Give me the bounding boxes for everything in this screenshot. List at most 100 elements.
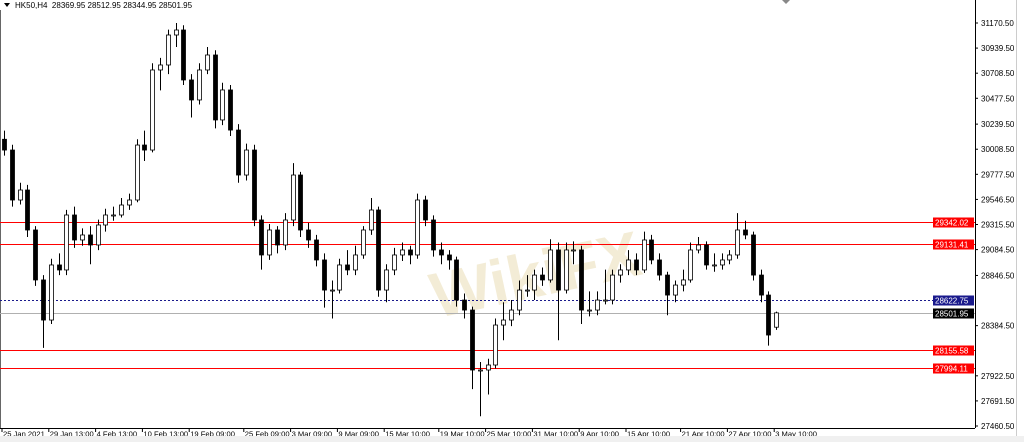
bull-candle-body bbox=[205, 54, 210, 71]
price-level-label: 29342.02 bbox=[935, 219, 969, 228]
y-tick-label: 27922.50 bbox=[981, 372, 1015, 381]
price-level-label: 28155.58 bbox=[935, 347, 969, 356]
bear-candle-body bbox=[41, 279, 46, 321]
x-tick-label: 25 Mar 10:00 bbox=[487, 430, 532, 439]
x-tick-label: 21 Apr 10:00 bbox=[682, 430, 725, 439]
bear-candle-body bbox=[766, 294, 771, 336]
x-tick-label: 15 Mar 10:00 bbox=[385, 430, 430, 439]
bull-candle-body bbox=[369, 209, 374, 231]
bear-candle-body bbox=[306, 229, 311, 241]
y-tick-label: 30708.50 bbox=[981, 69, 1015, 78]
bear-candle-body bbox=[322, 259, 327, 291]
price-level-label: 29131.41 bbox=[935, 241, 969, 250]
bull-candle-body bbox=[166, 34, 171, 66]
bear-candle-body bbox=[423, 199, 428, 221]
bull-candle-body bbox=[135, 144, 140, 201]
bull-candle-body bbox=[603, 299, 608, 302]
price-level-label: 27994.11 bbox=[935, 365, 968, 374]
bear-candle-body bbox=[72, 214, 77, 241]
chart-header: HK50,H4 28369.95 28512.95 28344.95 28501… bbox=[4, 1, 192, 10]
bull-candle-body bbox=[532, 274, 537, 291]
bull-candle-body bbox=[119, 204, 124, 216]
dropdown-triangle-icon[interactable] bbox=[4, 3, 10, 7]
bull-candle-body bbox=[564, 249, 569, 291]
bull-candle-body bbox=[392, 254, 397, 271]
bull-candle-body bbox=[267, 229, 272, 256]
bear-candle-body bbox=[540, 274, 545, 281]
bear-candle-body bbox=[88, 234, 93, 246]
bear-candle-body bbox=[470, 309, 475, 371]
bear-candle-body bbox=[314, 239, 319, 261]
bear-candle-body bbox=[657, 259, 662, 276]
bear-candle-body bbox=[439, 249, 444, 256]
bull-candle-body bbox=[712, 264, 717, 267]
bull-candle-body bbox=[626, 259, 631, 271]
y-tick-label: 27460.50 bbox=[981, 422, 1015, 431]
bull-candle-body bbox=[220, 89, 225, 121]
y-tick-label: 29546.50 bbox=[981, 195, 1015, 204]
x-tick-label: 25 Feb 09:00 bbox=[245, 430, 290, 439]
bull-candle-body bbox=[150, 69, 155, 151]
bull-candle-body bbox=[501, 319, 506, 326]
bull-candle-body bbox=[158, 64, 163, 71]
y-tick-label: 28384.50 bbox=[981, 322, 1015, 331]
y-tick-label: 28846.50 bbox=[981, 271, 1015, 280]
y-tick-label: 30239.50 bbox=[981, 120, 1015, 129]
x-tick-label: 9 Mar 09:00 bbox=[338, 430, 379, 439]
bull-candle-body bbox=[727, 254, 732, 261]
price-level-tag bbox=[933, 239, 974, 250]
bull-candle-body bbox=[96, 224, 101, 246]
bear-candle-body bbox=[228, 89, 233, 131]
bear-candle-body bbox=[2, 138, 7, 151]
price-level-tag bbox=[933, 363, 974, 374]
bull-candle-body bbox=[291, 174, 296, 221]
chart-shift-marker-icon[interactable] bbox=[782, 0, 790, 4]
y-tick-label: 30477.50 bbox=[981, 94, 1015, 103]
bear-candle-body bbox=[33, 229, 38, 281]
bear-candle-body bbox=[634, 259, 639, 271]
price-level-tag bbox=[933, 217, 974, 228]
bear-candle-body bbox=[704, 244, 709, 266]
y-tick-label: 29315.50 bbox=[981, 221, 1015, 230]
bear-candle-body bbox=[10, 149, 15, 201]
bull-candle-body bbox=[525, 289, 530, 292]
bear-candle-body bbox=[751, 234, 756, 276]
bear-candle-body bbox=[376, 209, 381, 291]
bull-candle-body bbox=[642, 239, 647, 271]
bull-candle-body bbox=[618, 269, 623, 276]
y-tick-label: 29084.50 bbox=[981, 246, 1015, 255]
status-bar bbox=[0, 436, 1024, 442]
bull-candle-body bbox=[587, 309, 592, 312]
bull-candle-body bbox=[384, 269, 389, 291]
bull-candle-body bbox=[18, 189, 23, 201]
bull-candle-body bbox=[283, 219, 288, 246]
x-tick-label: 31 Mar 10:00 bbox=[533, 430, 578, 439]
bull-candle-body bbox=[415, 199, 420, 256]
bull-candle-body bbox=[548, 249, 553, 281]
bear-candle-body bbox=[142, 144, 147, 151]
bear-candle-body bbox=[298, 174, 303, 231]
bear-candle-body bbox=[665, 274, 670, 296]
x-tick-label: 3 Mar 09:00 bbox=[292, 430, 333, 439]
y-tick-label: 30008.50 bbox=[981, 145, 1015, 154]
bull-candle-body bbox=[244, 149, 249, 176]
price-level-label: 28501.95 bbox=[935, 310, 969, 319]
symbol-label: HK50,H4 bbox=[15, 1, 48, 10]
bull-candle-body bbox=[509, 309, 514, 321]
bull-candle-body bbox=[610, 274, 615, 301]
bull-candle-body bbox=[493, 324, 498, 366]
bull-candle-body bbox=[361, 229, 366, 256]
y-tick-label: 31170.50 bbox=[981, 19, 1014, 28]
x-tick-label: 10 Feb 13:00 bbox=[143, 430, 188, 439]
bear-candle-body bbox=[213, 54, 218, 121]
bear-candle-body bbox=[345, 264, 350, 271]
ohlc-readout: 28369.95 28512.95 28344.95 28501.95 bbox=[51, 1, 193, 10]
bull-candle-body bbox=[696, 244, 701, 251]
bull-candle-body bbox=[127, 199, 132, 206]
bear-candle-body bbox=[579, 249, 584, 311]
bull-candle-body bbox=[80, 234, 85, 241]
y-tick-label: 27691.50 bbox=[981, 397, 1015, 406]
bull-candle-body bbox=[174, 29, 179, 36]
bear-candle-body bbox=[189, 79, 194, 101]
